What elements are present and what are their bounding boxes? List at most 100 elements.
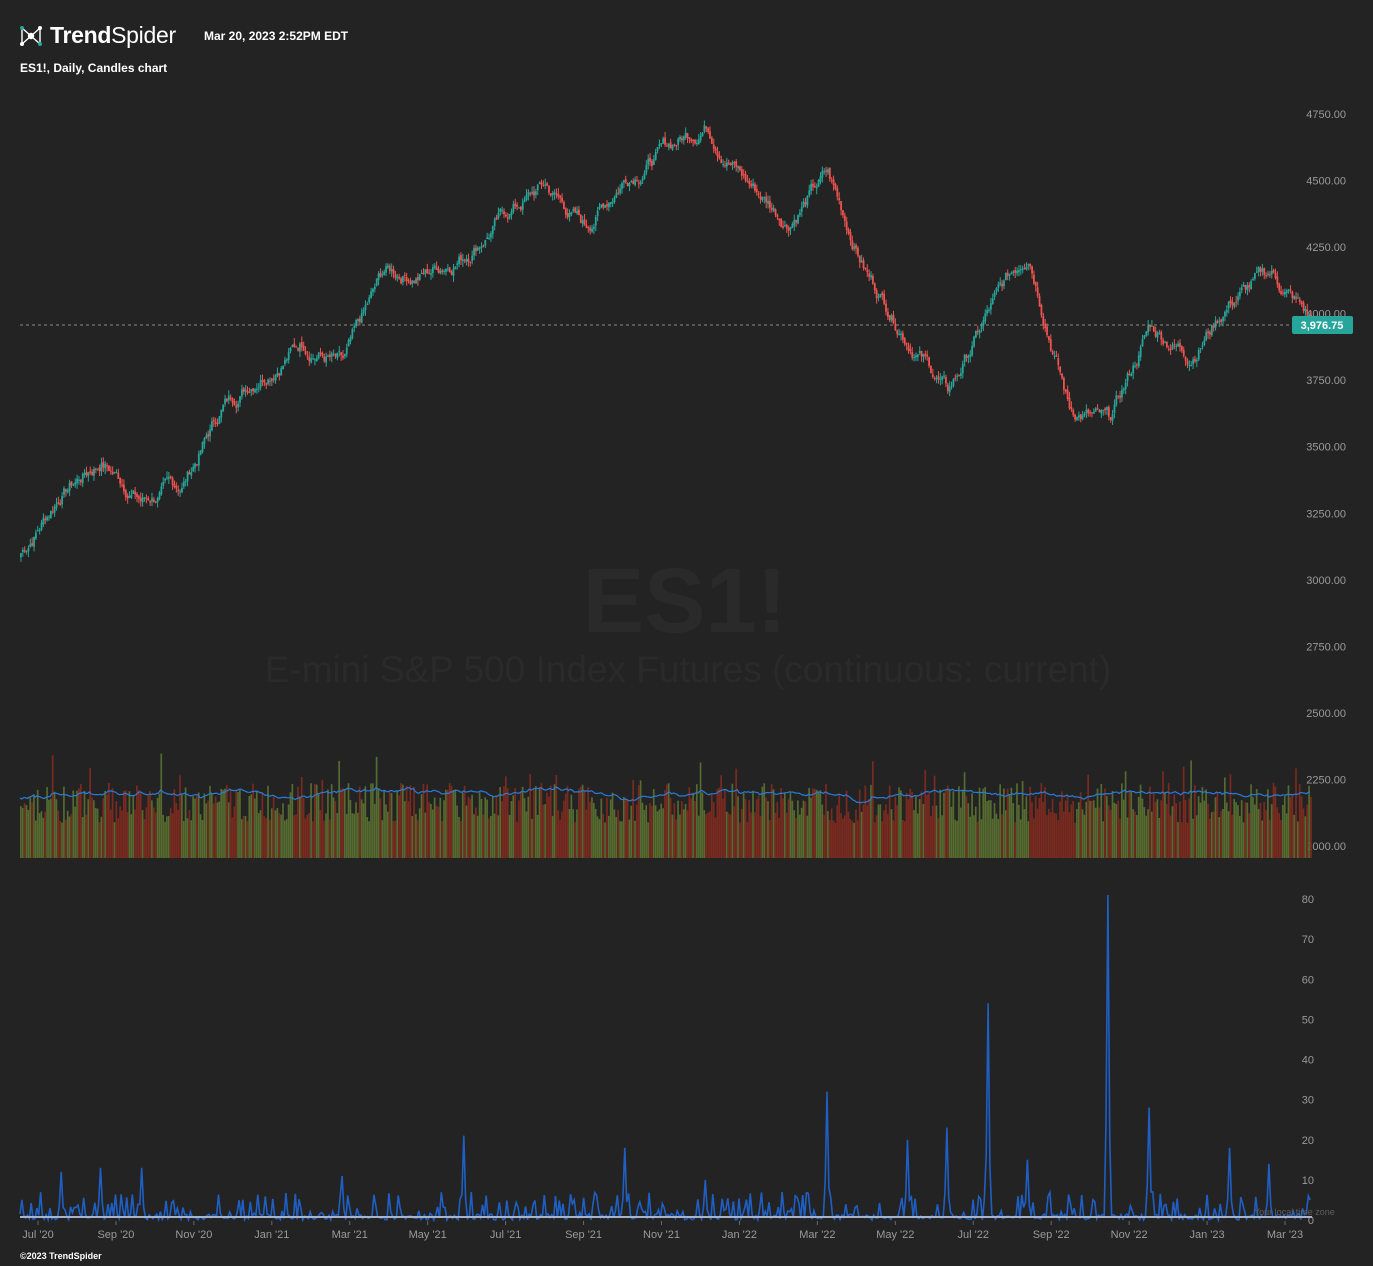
trendspider-logo-icon <box>20 25 42 46</box>
volume-bar <box>445 789 447 858</box>
candle-body <box>1085 409 1088 413</box>
volume-bar <box>918 799 921 858</box>
candle-body <box>171 477 174 485</box>
candle-body <box>785 224 788 229</box>
candle-body <box>823 171 826 173</box>
volume-bar <box>641 802 644 858</box>
volume-bar <box>439 797 442 858</box>
candle-body <box>319 352 322 354</box>
volume-bar <box>306 814 309 858</box>
candle-body <box>437 268 440 273</box>
candle-body <box>765 196 768 203</box>
candle-body <box>1021 268 1024 270</box>
candle-body <box>879 294 882 298</box>
volume-bar <box>1042 801 1045 858</box>
volume-bar <box>1201 787 1204 858</box>
volume-bar <box>1259 802 1262 858</box>
candle-body <box>632 180 635 185</box>
candle-body <box>413 281 416 283</box>
volume-bar <box>137 789 140 858</box>
candle-body <box>1044 323 1047 329</box>
volume-bar <box>815 789 818 858</box>
volume-bar <box>622 796 625 858</box>
candle-body <box>255 388 258 391</box>
price-axis-tick: 2500.00 <box>1306 708 1346 720</box>
candle-body <box>699 136 702 141</box>
volume-bar <box>924 770 927 858</box>
volume-bar <box>227 802 230 858</box>
volume-bar <box>1111 790 1114 858</box>
candle-body <box>340 352 343 356</box>
candle-body <box>79 479 82 482</box>
candle-body <box>1298 299 1301 302</box>
candle-body <box>1165 342 1168 348</box>
volume-bar <box>304 818 307 858</box>
candle-body <box>456 263 459 266</box>
volume-bar <box>431 809 434 858</box>
time-axis-tick: Sep '22 <box>1033 1229 1070 1241</box>
volume-bar <box>372 783 374 858</box>
volume-bar <box>108 782 110 858</box>
candle-body <box>872 276 874 284</box>
volume-bar <box>171 813 174 858</box>
volume-bar <box>111 788 114 858</box>
volume-bar <box>935 805 938 858</box>
candle-body <box>626 182 629 187</box>
candle-body <box>1274 272 1277 279</box>
volume-bar <box>716 788 719 858</box>
volume-bar <box>744 798 747 858</box>
volume-bar <box>677 800 679 858</box>
volume-bar <box>128 791 131 858</box>
volume-bar <box>671 814 674 858</box>
candle-body <box>658 143 661 147</box>
candle-body <box>233 401 236 406</box>
volume-bar <box>1268 819 1271 858</box>
volume-bar <box>1100 783 1103 858</box>
volume-bar <box>1107 805 1110 858</box>
candle-body <box>621 183 623 189</box>
candle-body <box>1179 343 1181 348</box>
volume-bar <box>1121 783 1123 858</box>
candle-body <box>226 398 228 402</box>
candle-body <box>701 132 704 137</box>
volume-bar <box>763 783 766 858</box>
volume-bar <box>1263 801 1266 858</box>
volume-bar <box>804 801 807 858</box>
volume-bar <box>828 819 831 858</box>
candle-body <box>1295 296 1297 299</box>
candle-body <box>688 137 691 140</box>
candle-body <box>1207 331 1209 334</box>
candle-body <box>134 491 137 495</box>
candle-body <box>609 202 612 205</box>
volume-bar <box>330 784 333 858</box>
candle-body <box>450 271 453 275</box>
volume-bar <box>1096 788 1099 858</box>
candle-body <box>591 228 593 232</box>
chart-header: TrendSpider Mar 20, 2023 2:52PM EDT ES1!… <box>0 0 1373 90</box>
candle-body <box>375 278 378 286</box>
volume-bar <box>1064 800 1067 858</box>
candle-body <box>454 266 457 270</box>
candle-body <box>1306 309 1309 315</box>
candle-body <box>804 202 807 205</box>
candle-body <box>119 477 122 484</box>
volume-bar <box>851 820 854 858</box>
candle-body <box>1134 365 1136 367</box>
volume-bar <box>1182 766 1185 858</box>
volume-bar <box>596 816 599 858</box>
lower-indicator-line <box>19 894 1311 1223</box>
candle-body <box>224 398 226 404</box>
volume-bar <box>1083 814 1086 858</box>
volume-bar <box>989 800 992 858</box>
volume-bar <box>448 783 451 858</box>
volume-bar <box>1051 798 1054 858</box>
volume-bar <box>506 788 509 858</box>
candle-body <box>392 269 395 274</box>
volume-bar <box>555 775 558 858</box>
volume-bar <box>774 812 777 858</box>
candle-body <box>881 292 884 295</box>
candle-body <box>1070 407 1073 410</box>
time-axis-tick: Sep '21 <box>565 1229 602 1241</box>
volume-bar <box>285 819 288 858</box>
